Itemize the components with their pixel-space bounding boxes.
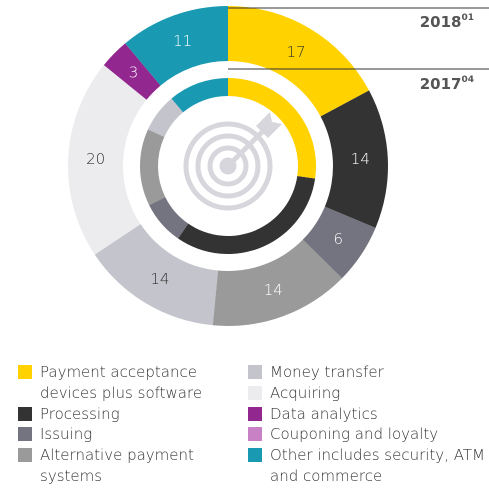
legend-label: Money transfer <box>270 363 384 381</box>
donut-segment <box>212 239 343 326</box>
donut-segment <box>149 197 189 239</box>
legend-swatch <box>248 385 262 400</box>
series-name: 2018 <box>420 13 462 31</box>
legend-label: Couponing and loyalty <box>270 425 439 444</box>
legend-label: Issuing <box>40 425 93 444</box>
legend-item: Money transfer <box>248 362 488 383</box>
legend-swatch <box>18 448 32 463</box>
value-label: 6 <box>334 230 344 248</box>
legend-column: Money transfer Acquiring Data analytics Cou… <box>248 362 488 487</box>
legend-label: Processing <box>40 404 120 423</box>
donut-segment <box>125 6 228 86</box>
legend-item: Other includes security, ATM and commerc… <box>248 445 488 487</box>
center-icon <box>183 112 282 211</box>
legend-swatch <box>248 427 262 442</box>
legend-swatch <box>248 406 262 421</box>
donut-segment <box>228 78 316 179</box>
series-name: 2017 <box>420 75 462 93</box>
donut-segment <box>94 224 219 326</box>
legend-item: Alternative payment systems <box>18 445 248 487</box>
legend-item: Acquiring <box>248 383 488 404</box>
legend-column: Payment acceptance devices plus software… <box>18 362 248 487</box>
donut-segment <box>67 65 147 255</box>
donut-segment <box>103 43 161 100</box>
legend-swatch <box>18 406 32 421</box>
value-label: 3 <box>129 64 139 82</box>
chart: 17 14 6 14 14 20 3 11 201801 201704 <box>67 6 489 326</box>
series-label: 201801 <box>420 13 474 31</box>
legend-item: Processing <box>18 404 248 425</box>
value-label: 20 <box>86 150 105 168</box>
legend-item: Data analytics <box>248 404 488 425</box>
series-footnote: 04 <box>461 75 474 85</box>
legend-label: Acquiring <box>270 383 341 402</box>
value-label: 11 <box>173 32 192 50</box>
series-label: 201704 <box>420 75 474 93</box>
donut-segment <box>139 129 166 206</box>
value-label: 14 <box>150 270 169 288</box>
legend-swatch <box>248 365 262 379</box>
donut-segment <box>147 98 184 137</box>
series-footnote: 01 <box>461 13 474 23</box>
donut-segment <box>228 6 370 117</box>
legend-item: Issuing <box>18 424 248 445</box>
legend-swatch <box>248 448 262 463</box>
legend: Payment acceptance devices plus software… <box>18 362 489 487</box>
legend-label: Data analytics <box>270 404 378 423</box>
value-label: 14 <box>351 150 370 168</box>
legend-label: Alternative payment systems <box>40 446 194 485</box>
donut-segment <box>171 78 228 113</box>
legend-swatch <box>18 427 32 442</box>
value-label: 17 <box>287 43 306 61</box>
legend-item: Couponing and loyalty <box>248 424 488 445</box>
legend-swatch <box>18 365 32 379</box>
donut-segment <box>178 175 316 254</box>
legend-label: Payment acceptance devices plus software <box>40 363 203 402</box>
value-label: 14 <box>264 281 283 299</box>
donut-segment <box>302 206 376 279</box>
legend-item: Payment acceptance devices plus software <box>18 362 248 404</box>
legend-label: Other includes security, ATM and commerc… <box>270 446 485 485</box>
donut-segment <box>320 90 389 228</box>
